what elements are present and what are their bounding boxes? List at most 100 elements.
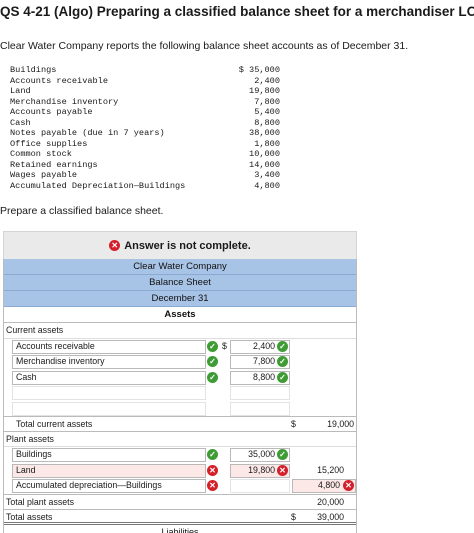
blank-row xyxy=(4,385,356,401)
check-circle-icon: ✓ xyxy=(207,340,218,352)
account-name: Cash xyxy=(10,117,31,128)
amount-input[interactable] xyxy=(230,479,290,493)
account-value: 1,800 xyxy=(254,138,280,149)
account-select[interactable] xyxy=(12,463,206,478)
account-name: Wages payable xyxy=(10,170,78,180)
table-row: Land ✕ 19,800 ✕ 15,200 xyxy=(4,463,356,479)
row-label: Accumulated depreciation—Buildings xyxy=(16,480,162,490)
account-name: Retained earnings xyxy=(10,159,98,170)
liabilities-heading: Liabilities xyxy=(161,526,199,533)
row-label: Total current assets xyxy=(16,419,93,429)
account-value: $ 35,000 xyxy=(238,65,280,75)
check-circle-icon: ✓ xyxy=(277,356,288,367)
x-circle-icon: ✕ xyxy=(207,464,218,476)
row-label: Cash xyxy=(16,371,37,382)
amount-input[interactable] xyxy=(230,355,290,369)
intro-text: Clear Water Company reports the followin… xyxy=(0,40,409,52)
account-select[interactable] xyxy=(12,339,206,354)
row-label: Accounts receivable xyxy=(16,340,95,351)
amount-input[interactable] xyxy=(230,448,290,462)
row-label: Land xyxy=(16,464,36,475)
account-row: Merchandise inventory 7,800 xyxy=(10,97,280,108)
account-row: Buildings $ 35,000 xyxy=(10,65,280,76)
account-value: 4,800 xyxy=(254,180,280,191)
amount-value: 19,000 xyxy=(327,419,354,429)
account-select[interactable] xyxy=(12,370,206,385)
amount-value: 2,400 xyxy=(252,340,275,351)
account-row: Accounts payable 5,400 xyxy=(10,107,280,118)
accounts-list: Buildings $ 35,000 Accounts receivable 2,4… xyxy=(10,65,280,191)
account-name: Accounts receivable xyxy=(10,75,108,86)
row-label: Buildings xyxy=(16,449,52,459)
account-value: 19,800 xyxy=(249,86,280,96)
total-input[interactable] xyxy=(292,479,356,493)
assets-heading: Assets xyxy=(4,307,356,323)
account-row: Accumulated Depreciation—Buildings 4,800 xyxy=(10,181,280,192)
x-circle-icon: ✕ xyxy=(109,240,121,251)
account-row: Notes payable (due in 7 years) 38,000 xyxy=(10,128,280,139)
plant-assets-label: Plant assets xyxy=(6,433,54,444)
account-select[interactable] xyxy=(12,355,206,369)
statement-date: December 31 xyxy=(4,291,356,307)
account-select[interactable] xyxy=(12,479,206,493)
account-value: 3,400 xyxy=(254,170,280,180)
table-row: Buildings ✓ 35,000 ✓ xyxy=(4,447,356,463)
amount-value: 35,000 xyxy=(248,449,275,459)
account-select[interactable] xyxy=(12,386,206,400)
account-name: Common stock xyxy=(10,149,72,159)
account-value: 8,800 xyxy=(254,117,280,128)
account-value: 5,400 xyxy=(254,107,280,117)
current-assets-label: Current assets xyxy=(6,325,64,335)
amount-input[interactable] xyxy=(230,401,290,416)
total-plant-row: Total plant assets 20,000 xyxy=(4,493,356,510)
x-circle-icon: ✕ xyxy=(277,464,288,476)
account-row: Land 19,800 xyxy=(10,86,280,97)
account-value: 2,400 xyxy=(254,75,280,86)
account-name: Buildings xyxy=(10,65,57,75)
check-circle-icon: ✓ xyxy=(277,449,288,460)
amount-input[interactable] xyxy=(230,463,290,478)
check-circle-icon: ✓ xyxy=(277,340,288,352)
dollar-sign: $ xyxy=(291,419,296,429)
account-row: Office supplies 1,800 xyxy=(10,139,280,150)
status-banner: ✕ Answer is not complete. xyxy=(3,231,357,259)
balance-sheet: Clear Water Company Balance Sheet Decemb… xyxy=(3,259,357,533)
table-row: Accumulated depreciation—Buildings ✕ 4,8… xyxy=(4,478,356,494)
account-value: 7,800 xyxy=(254,96,280,107)
account-row: Common stock 10,000 xyxy=(10,149,280,160)
dollar-sign: $ xyxy=(222,340,227,351)
account-select[interactable] xyxy=(12,401,206,416)
row-label: Total plant assets xyxy=(6,496,74,507)
dollar-sign: $ xyxy=(291,512,296,522)
account-row: Accounts receivable 2,400 xyxy=(10,76,280,87)
amount-value: 8,800 xyxy=(252,371,275,382)
account-name: Notes payable (due in 7 years) xyxy=(10,128,165,138)
table-row: Merchandise inventory ✓ 7,800 ✓ xyxy=(4,354,356,370)
blank-row xyxy=(4,401,356,417)
amount-input[interactable] xyxy=(230,370,290,385)
page-title: QS 4-21 (Algo) Preparing a classified ba… xyxy=(0,4,474,19)
table-row: Accounts receivable ✓ $ 2,400 ✓ xyxy=(4,339,356,355)
amount-input[interactable] xyxy=(230,339,290,354)
account-name: Accumulated Depreciation—Buildings xyxy=(10,180,186,191)
x-circle-icon: ✕ xyxy=(343,480,354,491)
check-circle-icon: ✓ xyxy=(277,371,288,383)
account-select[interactable] xyxy=(12,448,206,462)
check-circle-icon: ✓ xyxy=(207,449,218,460)
amount-value: 20,000 xyxy=(317,496,344,507)
check-circle-icon: ✓ xyxy=(207,356,218,367)
account-value: 10,000 xyxy=(249,149,280,159)
section-label-row: Plant assets xyxy=(4,432,356,447)
row-label: Total assets xyxy=(6,512,53,522)
table-row: Cash ✓ 8,800 ✓ xyxy=(4,370,356,386)
row-label: Merchandise inventory xyxy=(16,356,105,366)
account-name: Land xyxy=(10,86,31,96)
amount-value: 7,800 xyxy=(252,356,275,366)
account-row: Cash 8,800 xyxy=(10,118,280,129)
amount-input[interactable] xyxy=(230,386,290,400)
account-row: Retained earnings 14,000 xyxy=(10,160,280,171)
statement-name: Balance Sheet xyxy=(4,275,356,291)
total-current-row: Total current assets $ 19,000 xyxy=(4,416,356,432)
amount-value: 15,200 xyxy=(317,464,344,475)
account-name: Accounts payable xyxy=(10,107,93,117)
